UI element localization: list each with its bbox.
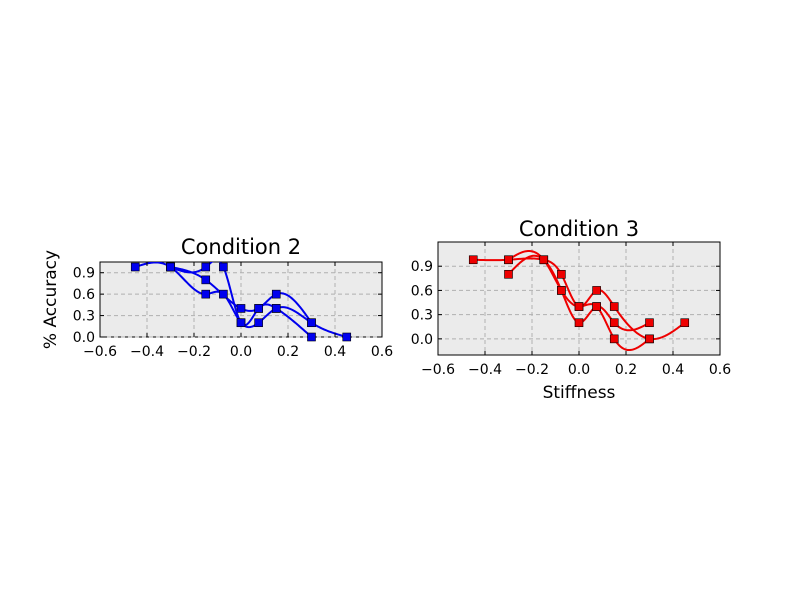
data-series bbox=[130, 262, 352, 342]
data-point bbox=[130, 262, 140, 272]
data-point bbox=[645, 334, 654, 344]
x-tick-label: 0.6 bbox=[371, 344, 393, 360]
data-point bbox=[468, 255, 478, 265]
data-point bbox=[219, 289, 228, 299]
data-point bbox=[342, 332, 352, 342]
data-point bbox=[557, 286, 566, 295]
data-point bbox=[254, 304, 263, 313]
data-point bbox=[219, 262, 228, 272]
tick-marks bbox=[99, 262, 383, 338]
data-point bbox=[609, 334, 619, 344]
data-point bbox=[574, 302, 584, 311]
x-axis-label: Stiffness bbox=[543, 383, 616, 403]
data-point bbox=[539, 255, 549, 265]
x-tick-label: 0.4 bbox=[324, 344, 346, 360]
y-tick-label: 0.0 bbox=[73, 330, 95, 346]
data-point bbox=[307, 318, 316, 328]
data-point bbox=[236, 304, 246, 313]
data-point bbox=[609, 302, 619, 311]
data-point bbox=[574, 318, 584, 328]
data-point bbox=[592, 302, 601, 311]
data-point bbox=[271, 304, 281, 313]
x-tick-label: −0.6 bbox=[83, 344, 117, 360]
x-tick-label: 0.2 bbox=[615, 362, 637, 378]
x-tick-labels: −0.6 −0.4 −0.2 0.0 0.2 0.4 0.6 bbox=[421, 362, 731, 378]
x-tick-label: 0.0 bbox=[568, 362, 590, 378]
data-point bbox=[201, 275, 211, 285]
data-point bbox=[504, 269, 513, 279]
x-tick-label: −0.4 bbox=[468, 362, 502, 378]
data-point bbox=[609, 318, 619, 328]
x-tick-label: −0.2 bbox=[177, 344, 211, 360]
x-tick-label: 0.4 bbox=[662, 362, 684, 378]
data-point bbox=[254, 318, 263, 328]
data-point bbox=[557, 269, 566, 279]
data-point bbox=[592, 286, 601, 295]
x-tick-label: −0.4 bbox=[130, 344, 164, 360]
y-tick-label: 0.6 bbox=[411, 283, 433, 299]
grid-lines bbox=[438, 242, 720, 355]
y-tick-label: 0.6 bbox=[73, 287, 95, 303]
x-tick-label: 0.6 bbox=[709, 362, 731, 378]
x-tick-label: 0.2 bbox=[277, 344, 299, 360]
x-tick-label: 0.0 bbox=[230, 344, 252, 360]
data-point bbox=[201, 262, 211, 272]
chart-title: Condition 3 bbox=[519, 217, 639, 241]
y-tick-label: 0.3 bbox=[411, 308, 433, 324]
y-tick-labels: 0.0 0.3 0.6 0.9 bbox=[411, 259, 433, 348]
y-tick-label: 0.3 bbox=[73, 309, 95, 325]
x-tick-label: −0.6 bbox=[421, 362, 455, 378]
y-tick-label: 0.9 bbox=[411, 259, 433, 275]
data-point bbox=[504, 255, 513, 265]
data-point bbox=[201, 289, 211, 299]
tick-marks bbox=[437, 242, 721, 355]
y-tick-label: 0.9 bbox=[73, 266, 95, 282]
x-tick-labels: −0.6 −0.4 −0.2 0.0 0.2 0.4 0.6 bbox=[83, 344, 393, 360]
chart-condition-2: −0.6 −0.4 −0.2 0.0 0.2 0.4 0.6 0.0 0.3 0.6 0.9 Co… bbox=[41, 235, 393, 360]
y-axis-label: % Accuracy bbox=[41, 250, 61, 349]
y-tick-labels: 0.0 0.3 0.6 0.9 bbox=[73, 266, 95, 346]
data-point bbox=[645, 318, 654, 328]
data-point bbox=[680, 318, 690, 328]
chart-condition-3: −0.6 −0.4 −0.2 0.0 0.2 0.4 0.6 0.0 0.3 0.6 0.9 Co… bbox=[411, 217, 731, 403]
chart-title: Condition 2 bbox=[181, 235, 301, 259]
data-point bbox=[236, 318, 246, 328]
x-tick-label: −0.2 bbox=[515, 362, 549, 378]
data-point bbox=[166, 262, 175, 272]
y-tick-label: 0.0 bbox=[411, 332, 433, 348]
data-series bbox=[468, 249, 690, 352]
data-point bbox=[307, 332, 316, 342]
data-point bbox=[271, 289, 281, 299]
